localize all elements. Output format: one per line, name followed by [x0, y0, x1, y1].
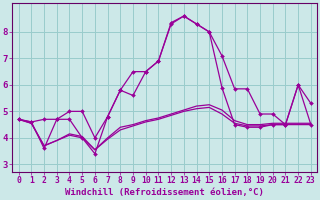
X-axis label: Windchill (Refroidissement éolien,°C): Windchill (Refroidissement éolien,°C) [65, 188, 264, 197]
